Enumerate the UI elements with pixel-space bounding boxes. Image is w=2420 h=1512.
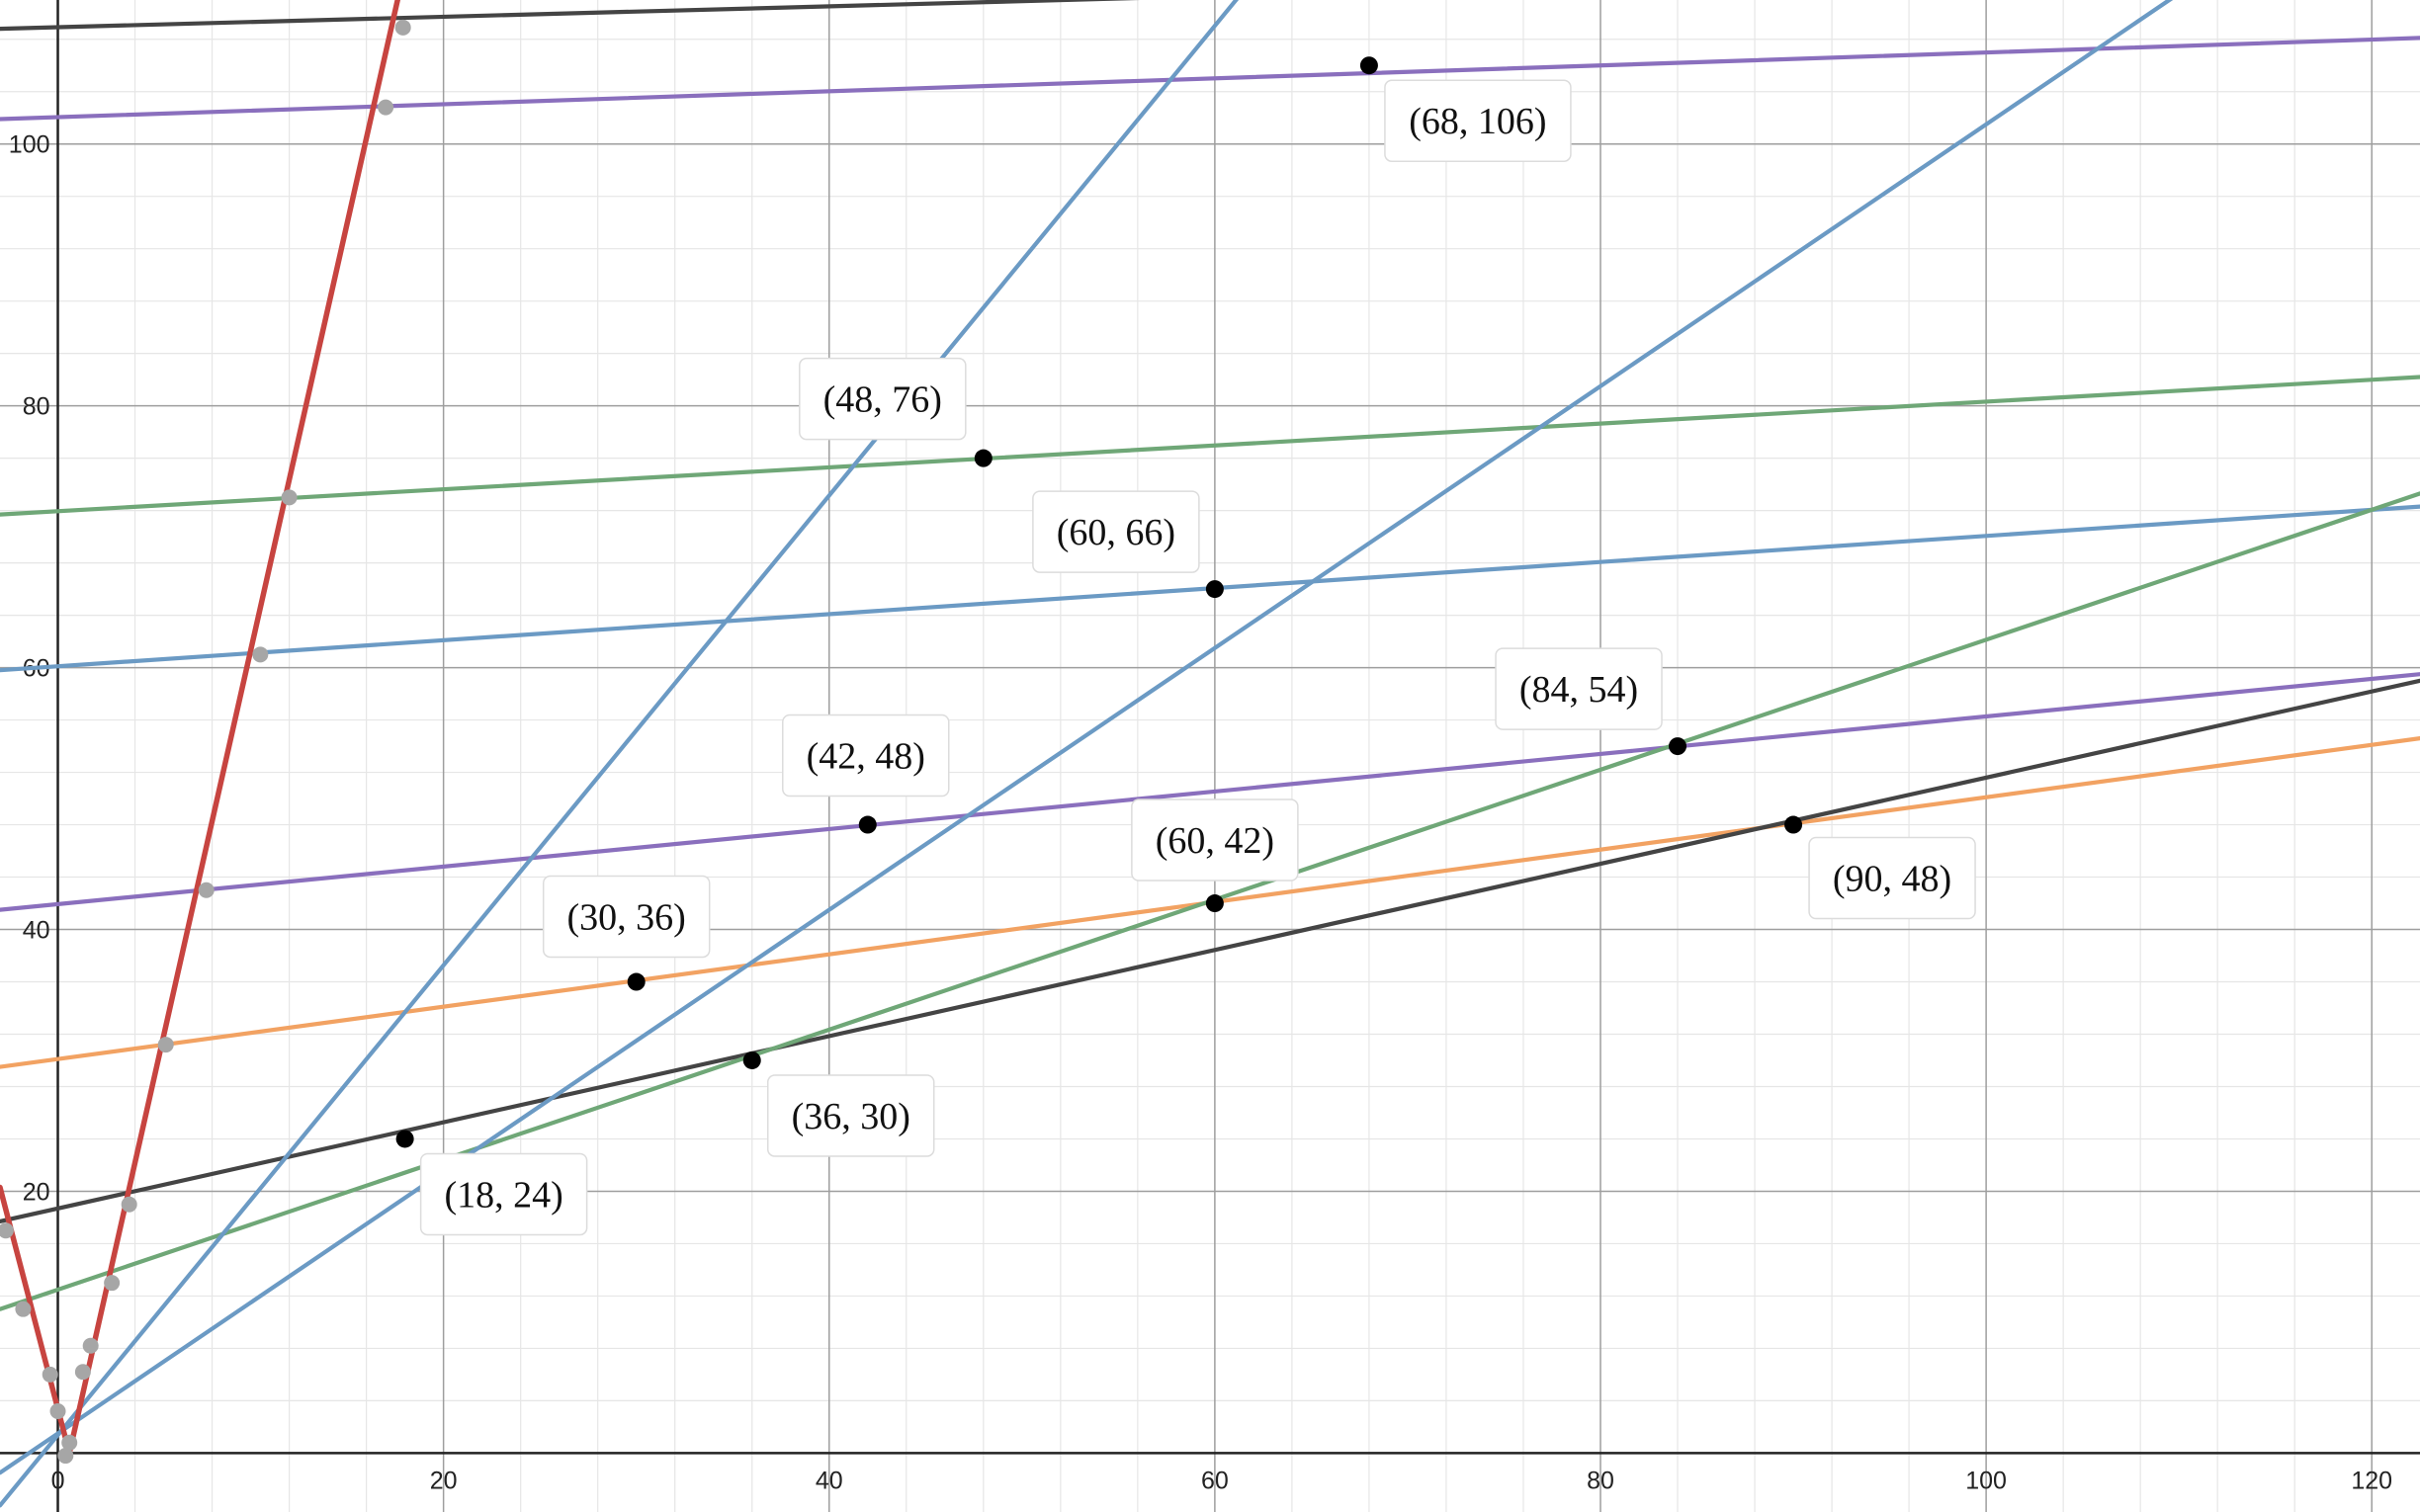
point-label: (30, 36) (567, 897, 686, 939)
point-label-box (542, 875, 711, 959)
gray-point (15, 1301, 32, 1317)
gray-point (82, 1337, 99, 1354)
gray-point (0, 1222, 14, 1239)
gray-point (57, 1448, 74, 1465)
x-tick-label: 100 (1965, 1467, 2007, 1494)
point-label: (18, 24) (444, 1174, 562, 1216)
intersection-point (1669, 737, 1687, 756)
point-label-box (1032, 490, 1200, 573)
series-line-black (0, 678, 2420, 1224)
gray-point (378, 99, 394, 116)
gray-point (74, 1364, 91, 1381)
series-line-green (0, 375, 2420, 517)
point-label-box (766, 1074, 935, 1157)
point-labels: (18, 24) (30, 36) (36, 30) (42, 48) (48, 76)… (419, 79, 1976, 1236)
intersection-points (395, 56, 1803, 1148)
gray-point (42, 1366, 58, 1383)
x-tick-label: 0 (51, 1467, 65, 1494)
x-tick-label: 20 (430, 1467, 458, 1494)
intersection-point (1784, 815, 1803, 834)
point-label: (42, 48) (807, 736, 925, 778)
gray-point (157, 1037, 174, 1053)
x-tick-label: 60 (1201, 1467, 1229, 1494)
point-label: (48, 76) (823, 379, 942, 421)
x-tick-label: 120 (2351, 1467, 2392, 1494)
point-label: (60, 66) (1057, 512, 1175, 553)
series-line-purple (0, 36, 2420, 122)
x-tick-label: 40 (816, 1467, 843, 1494)
point-label-box (782, 714, 950, 798)
gray-point (281, 489, 298, 506)
intersection-point (974, 449, 993, 467)
point-label: (36, 30) (792, 1096, 910, 1137)
point-label: (84, 54) (1519, 669, 1638, 711)
gray-points (0, 19, 411, 1465)
point-label-box (1808, 836, 1976, 920)
point-label: (68, 106) (1409, 101, 1546, 142)
gray-point (252, 646, 269, 663)
gray-point (61, 1434, 78, 1451)
intersection-point (1205, 580, 1224, 599)
intersection-point (1205, 894, 1224, 913)
y-tick-label: 100 (9, 131, 50, 159)
gray-point (121, 1196, 137, 1213)
gray-point (49, 1403, 66, 1419)
point-label: (60, 42) (1156, 820, 1274, 862)
x-tick-label: 80 (1587, 1467, 1614, 1494)
point-label-box (1495, 647, 1663, 730)
point-label-box (419, 1152, 588, 1236)
y-tick-label: 40 (23, 917, 50, 945)
intersection-point (395, 1130, 414, 1148)
point-label-box (1384, 79, 1572, 162)
intersection-point (1359, 56, 1378, 75)
point-label-box (799, 357, 967, 441)
gray-point (104, 1275, 121, 1292)
series-line-black (0, 0, 1141, 32)
gray-point (394, 19, 411, 36)
y-tick-label: 80 (23, 393, 50, 421)
series-line-blue (0, 0, 1240, 1508)
intersection-point (742, 1050, 761, 1069)
series-line-purple (0, 672, 2420, 912)
series-line-blue (0, 0, 2174, 1475)
intersection-point (627, 972, 646, 991)
intersection-point (858, 815, 877, 834)
point-label-box (1131, 798, 1299, 882)
gray-point (198, 882, 215, 898)
y-tick-label: 20 (23, 1178, 50, 1206)
point-label: (90, 48) (1833, 859, 1951, 900)
